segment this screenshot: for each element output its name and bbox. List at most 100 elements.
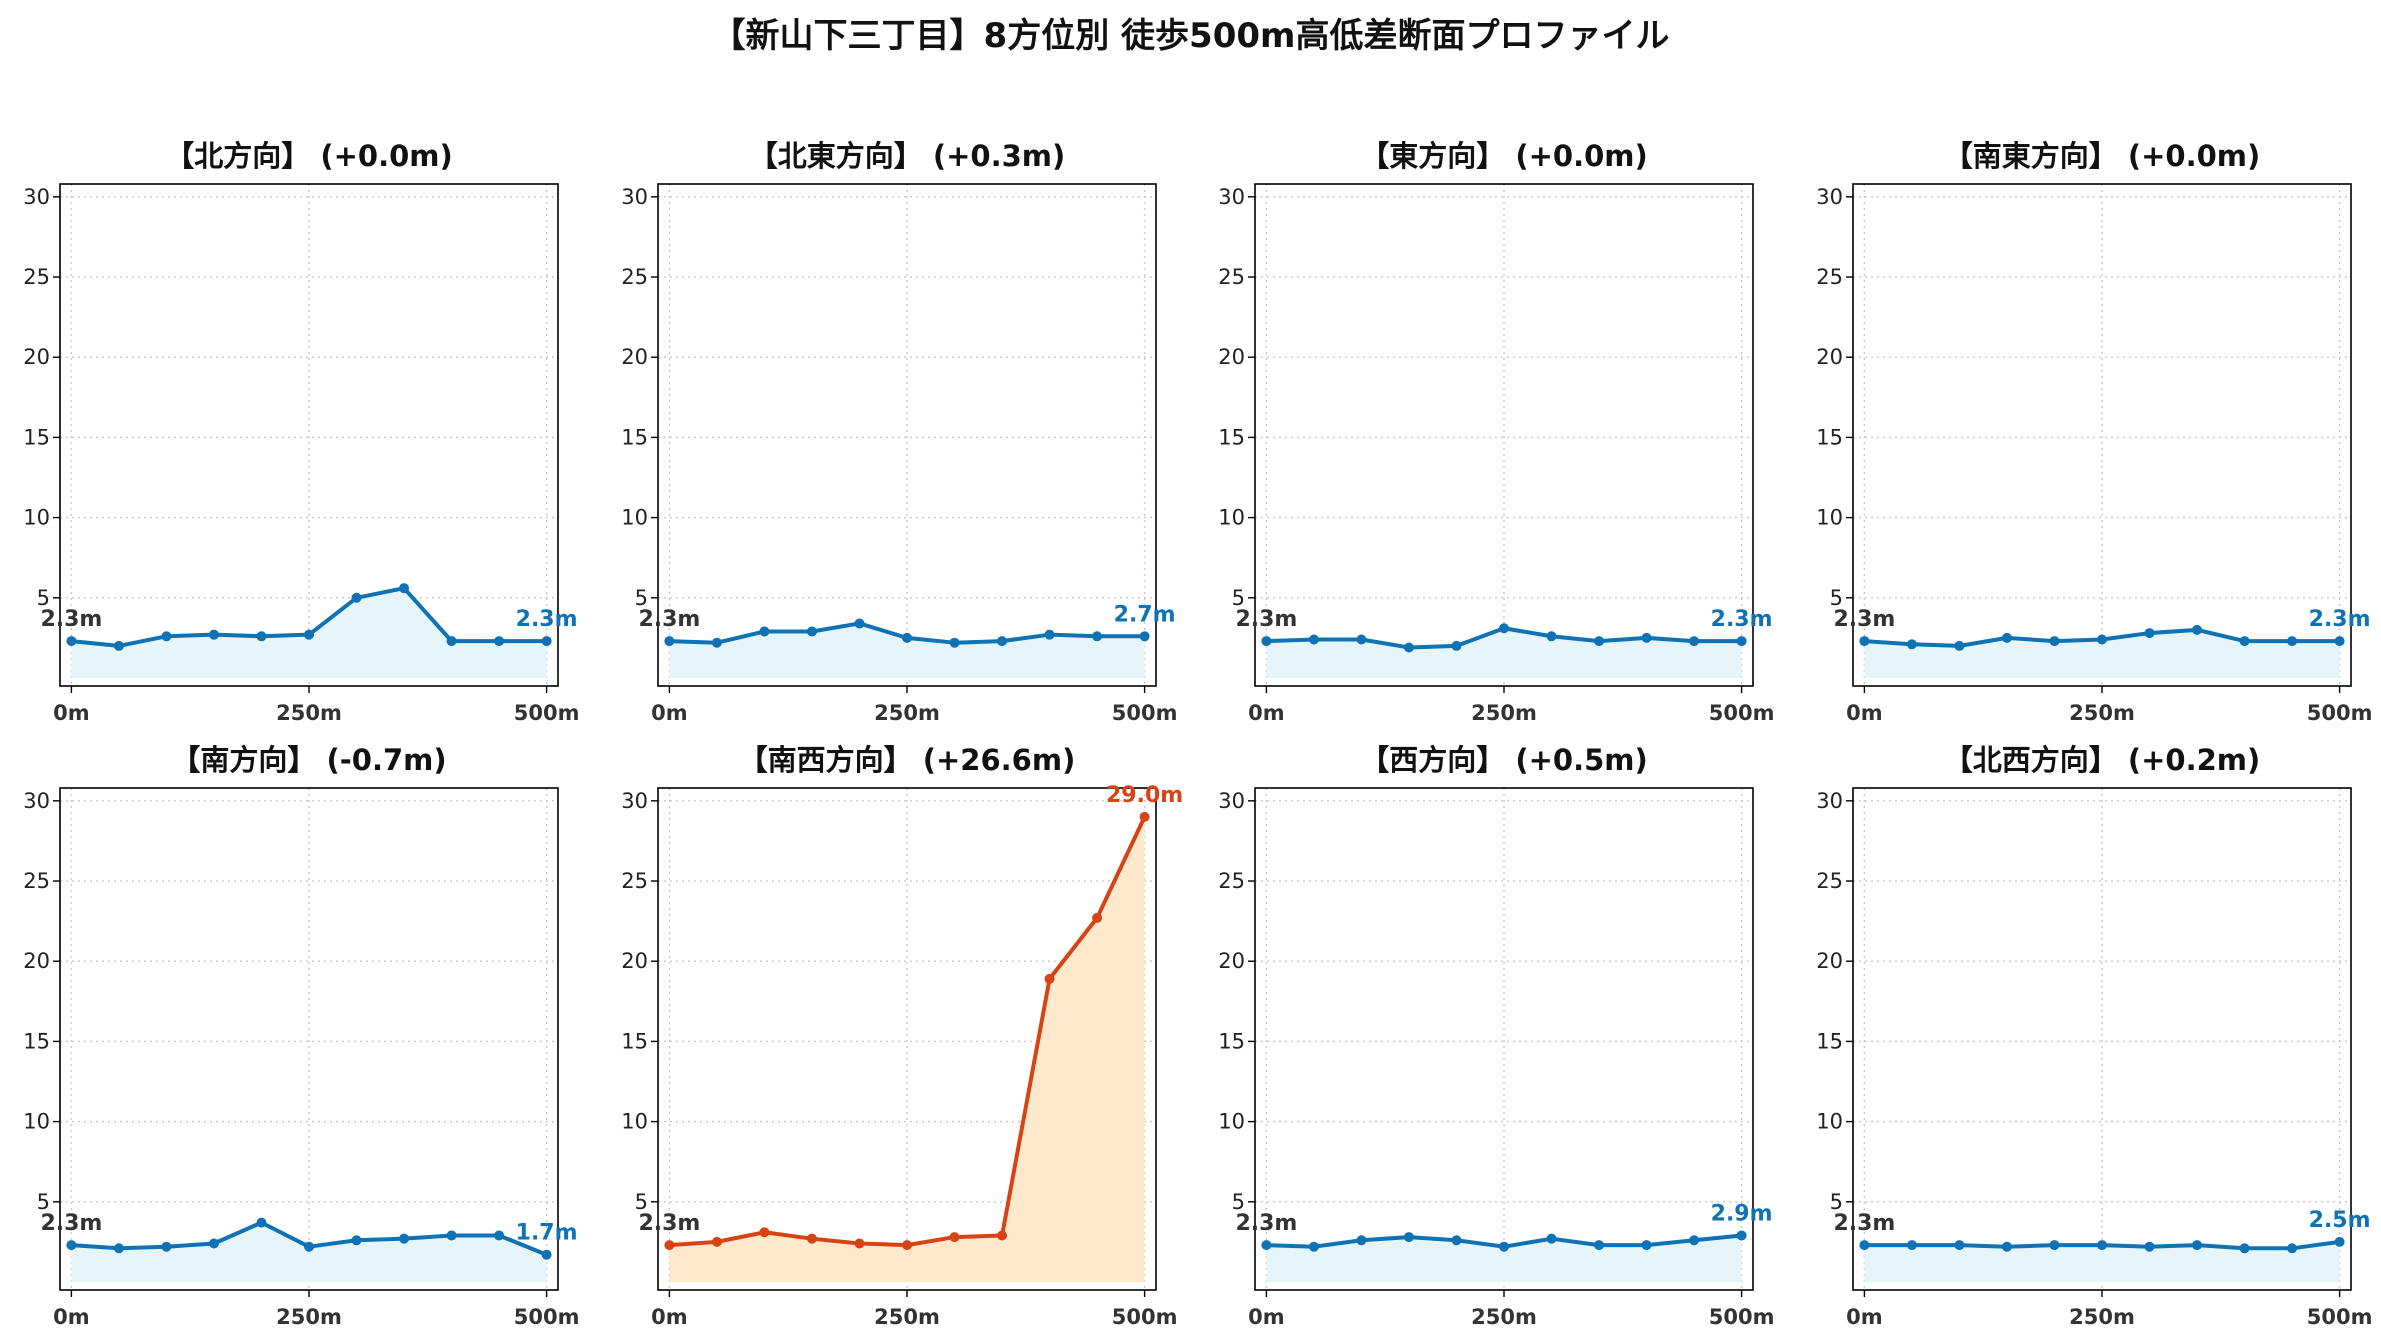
data-point [66, 636, 77, 647]
y-tick-label: 10 [621, 506, 648, 530]
start-value-label: 2.3m [1235, 1211, 1297, 1236]
y-tick-label: 10 [1816, 506, 1843, 530]
x-tick-label: 0m [1248, 701, 1285, 725]
end-value-label: 2.7m [1114, 602, 1176, 627]
data-point [2049, 1240, 2060, 1251]
x-tick-label: 0m [651, 701, 688, 725]
x-tick-label: 500m [1709, 1305, 1775, 1329]
data-point [1451, 640, 1462, 651]
x-tick-label: 0m [1846, 701, 1883, 725]
panel-title: 【南西方向】 (+26.6m) [739, 743, 1076, 777]
panel-1: 【北東方向】 (+0.3m) 5 10 15 20 25 30 0m 250m 500m 2.3m 2… [621, 139, 1177, 725]
data-point [161, 1241, 172, 1252]
y-tick-label: 25 [23, 869, 50, 893]
data-point [1092, 912, 1103, 923]
data-point [1906, 1240, 1917, 1251]
data-point [494, 1230, 505, 1241]
data-point [1641, 632, 1652, 643]
end-value-label: 2.3m [516, 607, 578, 632]
x-tick-label: 500m [2307, 1305, 2373, 1329]
data-point [1139, 811, 1150, 822]
end-value-label: 2.3m [2309, 607, 2371, 632]
y-tick-label: 30 [23, 185, 50, 209]
data-point [1546, 631, 1557, 642]
data-point [1261, 1240, 1272, 1251]
data-point [2001, 632, 2012, 643]
data-point [806, 1233, 817, 1244]
data-point [1689, 1235, 1700, 1246]
y-tick-label: 20 [1218, 949, 1245, 973]
data-point [664, 1240, 675, 1251]
data-point [1261, 636, 1272, 647]
y-tick-label: 10 [23, 1110, 50, 1134]
y-tick-label: 20 [1816, 345, 1843, 369]
y-tick-label: 15 [1218, 425, 1245, 449]
data-point [2287, 636, 2298, 647]
data-point [208, 1238, 219, 1249]
y-tick-label: 10 [1816, 1110, 1843, 1134]
data-point [1954, 640, 1965, 651]
data-point [113, 640, 124, 651]
data-point [2192, 624, 2203, 635]
data-point [1403, 642, 1414, 653]
data-point [1139, 631, 1150, 642]
data-point [759, 1227, 770, 1238]
y-tick-label: 25 [1218, 265, 1245, 289]
y-tick-label: 20 [23, 949, 50, 973]
data-point [541, 636, 552, 647]
y-tick-label: 15 [23, 425, 50, 449]
start-value-label: 2.3m [638, 1211, 700, 1236]
area-fill [71, 588, 547, 678]
panel-2: 【東方向】 (+0.0m) 5 10 15 20 25 30 0m 250m 500m 2.3m 2.… [1218, 139, 1774, 725]
x-tick-label: 250m [1471, 701, 1537, 725]
y-tick-label: 15 [1816, 425, 1843, 449]
area-fill [71, 1222, 547, 1282]
y-tick-label: 30 [1816, 789, 1843, 813]
panel-5: 【南西方向】 (+26.6m) 5 10 15 20 25 30 0m 250m 500m 2.3m… [621, 743, 1183, 1329]
data-point [997, 636, 1008, 647]
data-point [1499, 623, 1509, 634]
data-point [1906, 639, 1917, 650]
data-point [2001, 1241, 2012, 1252]
end-value-label: 2.9m [1711, 1201, 1773, 1226]
x-tick-label: 0m [53, 701, 90, 725]
panel-3: 【南東方向】 (+0.0m) 5 10 15 20 25 30 0m 250m 500m 2.3m 2… [1816, 139, 2372, 725]
y-tick-label: 25 [1218, 869, 1245, 893]
y-tick-label: 30 [1218, 789, 1245, 813]
data-point [2144, 1241, 2155, 1252]
data-point [1356, 1235, 1367, 1246]
end-value-label: 2.5m [2309, 1208, 2371, 1233]
y-tick-label: 25 [23, 265, 50, 289]
data-point [1044, 973, 1055, 984]
y-tick-label: 30 [621, 185, 648, 209]
data-point [2334, 636, 2345, 647]
x-tick-label: 0m [1846, 1305, 1883, 1329]
x-tick-label: 500m [1112, 1305, 1178, 1329]
figure-title: 【新山下三丁目】8方位別 徒歩500m高低差断面プロファイル [711, 16, 1670, 56]
y-tick-label: 25 [1816, 869, 1843, 893]
y-tick-label: 15 [23, 1029, 50, 1053]
data-point [399, 583, 410, 594]
data-point [806, 626, 817, 637]
area-fill [1266, 1235, 1742, 1282]
y-tick-label: 10 [1218, 506, 1245, 530]
y-tick-label: 15 [1816, 1029, 1843, 1053]
start-value-label: 2.3m [40, 607, 102, 632]
data-point [351, 1235, 362, 1246]
panel-6: 【西方向】 (+0.5m) 5 10 15 20 25 30 0m 250m 500m 2.3m 2.… [1218, 743, 1774, 1329]
data-point [161, 631, 172, 642]
data-point [446, 1230, 457, 1241]
data-point [711, 1236, 722, 1247]
panel-7: 【北西方向】 (+0.2m) 5 10 15 20 25 30 0m 250m 500m 2.3m 2… [1816, 743, 2372, 1329]
data-point [2287, 1243, 2298, 1254]
data-point [902, 1240, 912, 1251]
y-tick-label: 30 [621, 789, 648, 813]
start-value-label: 2.3m [1235, 607, 1297, 632]
end-value-label: 29.0m [1106, 783, 1183, 808]
data-point [997, 1230, 1008, 1241]
data-point [2049, 636, 2060, 647]
y-tick-label: 5 [1232, 586, 1245, 610]
x-tick-label: 250m [276, 1305, 342, 1329]
data-point [2097, 1240, 2107, 1251]
data-point [2192, 1240, 2203, 1251]
